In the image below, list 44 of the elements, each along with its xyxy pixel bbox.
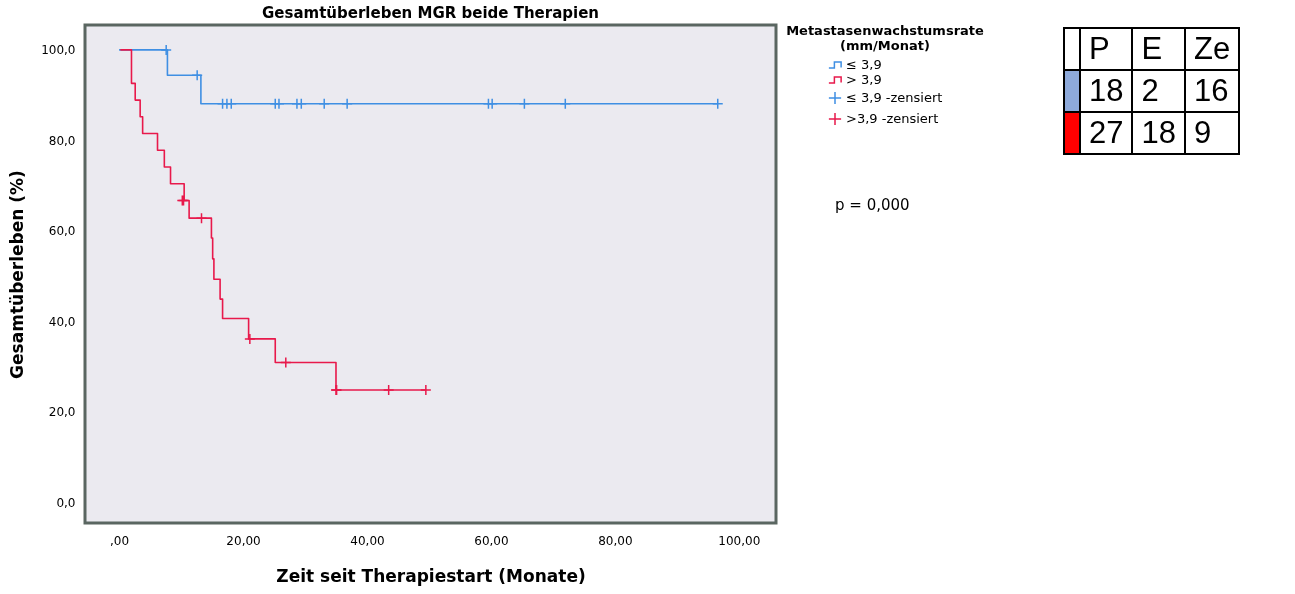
point	[280, 356, 292, 369]
legend-title: Metastasenwachstumsrate (mm/Monat)	[786, 23, 985, 53]
point	[273, 97, 285, 110]
y-tick-label: 100,0	[41, 43, 76, 58]
text: Ze	[1184, 28, 1240, 70]
point	[712, 97, 724, 110]
y-axis-title: Gesamtüberleben (%)	[7, 170, 28, 379]
y-tick-label: 80,0	[48, 133, 76, 148]
legend-label: ≤ 3,9 -zensiert	[846, 90, 943, 105]
text: p = 0,000	[835, 196, 910, 214]
x-tick-label: 80,00	[598, 533, 633, 548]
y-tick-label: 0,0	[56, 495, 76, 510]
text: P	[1080, 28, 1133, 70]
x-tick-label: 40,00	[350, 533, 385, 548]
text: 2	[1132, 70, 1185, 112]
x-axis-title: Zeit seit Therapiestart (Monate)	[276, 565, 586, 586]
point	[518, 97, 531, 110]
legend-label: >3,9 -zensiert	[846, 111, 939, 126]
legend-label: ≤ 3,9	[846, 57, 882, 72]
y-tick-label: 60,0	[48, 224, 76, 239]
chart-title: Gesamtüberleben MGR beide Therapien	[262, 4, 599, 22]
text: 9	[1184, 112, 1240, 154]
y-tick-label: 20,0	[48, 405, 76, 420]
x-tick-label: 20,00	[226, 533, 261, 548]
point	[318, 97, 330, 110]
text: E	[1132, 28, 1185, 70]
x-tick-label: ,00	[110, 533, 130, 548]
point	[486, 97, 498, 110]
point	[420, 384, 432, 396]
point	[341, 97, 353, 110]
point	[382, 384, 395, 396]
y-tick-label: 40,0	[48, 314, 76, 329]
text: 18	[1132, 112, 1185, 154]
point	[244, 333, 256, 345]
point	[191, 69, 203, 81]
point	[195, 212, 208, 224]
x-tick-label: 60,00	[474, 533, 509, 548]
legend-label: > 3,9	[846, 72, 882, 87]
text: 27	[1080, 112, 1133, 154]
x-tick-label: 100,00	[718, 533, 761, 548]
text: 18	[1080, 70, 1133, 112]
point	[160, 44, 172, 56]
point	[559, 97, 572, 110]
text: 16	[1184, 70, 1240, 112]
